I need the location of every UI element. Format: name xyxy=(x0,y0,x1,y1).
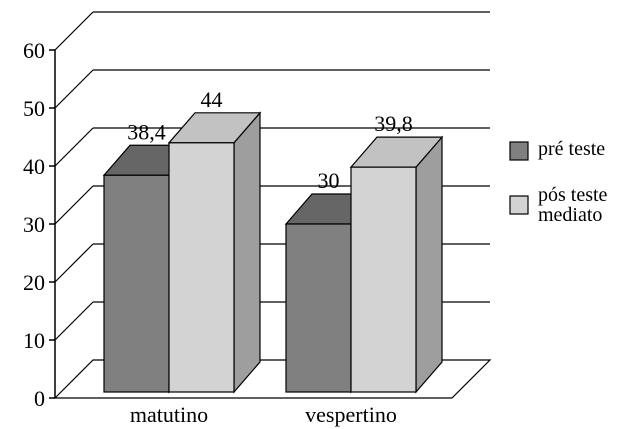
category-label-vespertino: vespertino xyxy=(305,402,397,427)
gridline-diagonal xyxy=(54,243,94,283)
legend-label: pré teste xyxy=(538,138,605,160)
legend-swatch-pos xyxy=(509,195,529,215)
y-tick-label: 20 xyxy=(23,270,45,295)
y-tick-label: 60 xyxy=(23,38,45,63)
data-label: 30 xyxy=(318,168,340,193)
category-label-matutino: matutino xyxy=(130,402,208,427)
data-label: 38,4 xyxy=(127,119,166,144)
y-axis: 0 10 20 30 40 50 60 xyxy=(23,38,56,411)
chart-floor xyxy=(53,359,492,399)
gridline-diagonal xyxy=(54,69,94,109)
gridline-diagonal xyxy=(54,301,94,341)
chart-walls xyxy=(53,359,492,399)
bars xyxy=(102,111,444,394)
legend-label: pós teste xyxy=(538,184,608,206)
data-label: 39,8 xyxy=(374,111,413,136)
bar-vespertino-pos xyxy=(349,135,444,394)
gridline-diagonal xyxy=(54,185,94,225)
bar-matutino-pos xyxy=(167,111,262,394)
y-tick-label: 30 xyxy=(23,212,45,237)
bar-front xyxy=(285,223,352,393)
data-labels: 38,4 44 30 39,8 xyxy=(127,87,413,193)
bar-front xyxy=(168,142,235,393)
bar-side xyxy=(415,135,443,394)
legend-swatch-pre xyxy=(509,141,529,161)
y-tick-label: 0 xyxy=(34,386,45,411)
gridline-diagonal xyxy=(54,127,94,167)
y-tick-label: 10 xyxy=(23,328,45,353)
bar-front xyxy=(350,166,417,393)
bar-front xyxy=(103,174,170,393)
data-label: 44 xyxy=(201,87,223,112)
category-labels: matutino vespertino xyxy=(130,402,397,427)
gridline-diagonal xyxy=(54,11,94,51)
y-tick-label: 40 xyxy=(23,154,45,179)
y-tick-label: 50 xyxy=(23,96,45,121)
legend-label: mediato xyxy=(538,204,602,226)
bar-side xyxy=(233,111,261,394)
